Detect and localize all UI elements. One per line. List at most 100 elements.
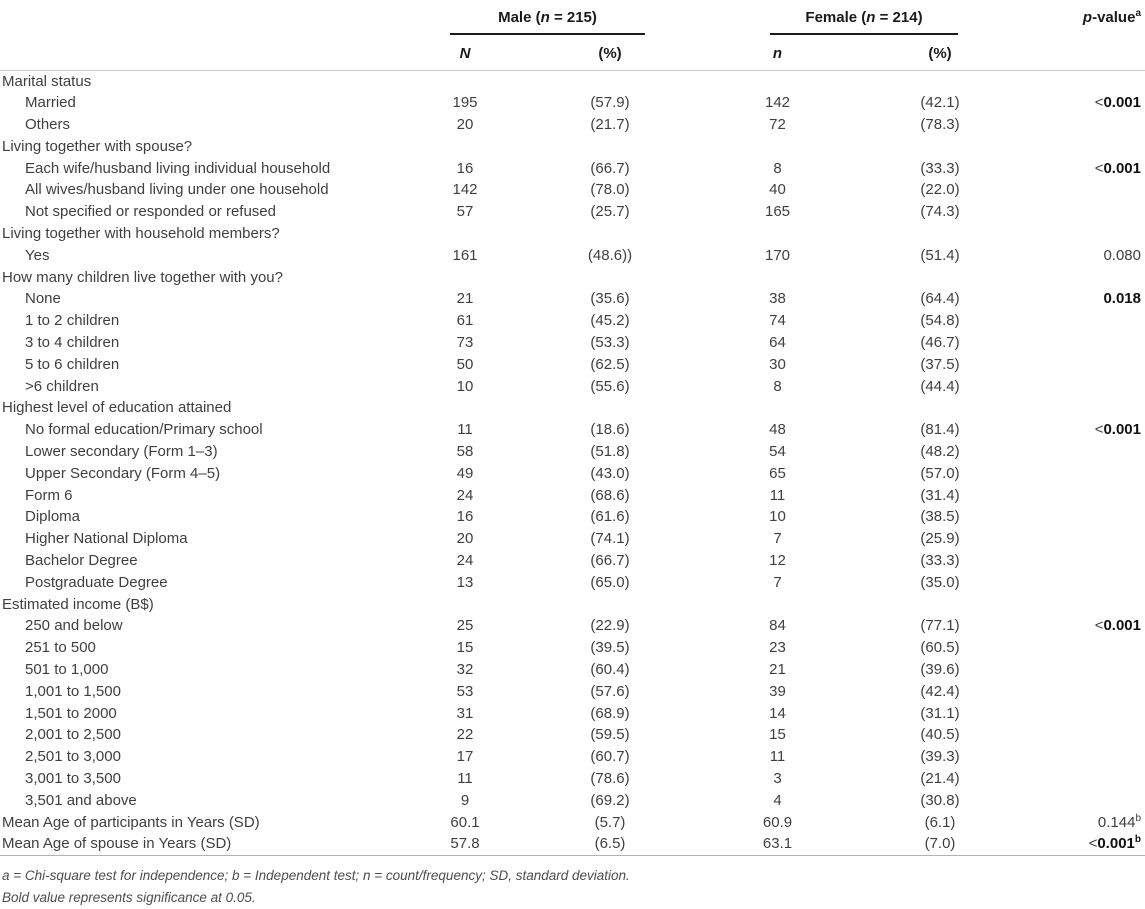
table-row: Diploma 16 (61.6) 10 (38.5) [0, 506, 1145, 528]
female-count-cell: 48 [769, 421, 786, 439]
female-count-cell: 4 [773, 791, 782, 809]
female-percent-cell: (38.5) [920, 508, 960, 526]
female-percent-cell: (46.7) [920, 334, 960, 352]
table-row: 2,501 to 3,000 17 (60.7) 11 (39.3) [0, 746, 1145, 768]
footnote-abbreviations: a = Chi-square test for independence; b … [2, 868, 630, 884]
table-row: None 21 (35.6) 38 (64.4) 0.018 [0, 288, 1145, 310]
p-value-cell: 0.080 [1103, 246, 1141, 264]
male-count-cell: 60.1 [450, 813, 480, 831]
male-count-cell: 20 [456, 530, 474, 548]
row-label: Living together with household members? [2, 225, 280, 243]
female-count-cell: 65 [769, 464, 786, 482]
female-count-cell: 38 [769, 290, 786, 308]
male-percent-cell: (69.2) [590, 791, 630, 809]
female-percent-cell: (42.1) [920, 94, 960, 112]
row-label: Not specified or responded or refused [25, 203, 276, 221]
female-count-cell: 10 [769, 508, 786, 526]
female-percent-cell: (57.0) [920, 464, 960, 482]
female-count-cell: 14 [769, 704, 786, 722]
row-label: Bachelor Degree [25, 552, 138, 570]
male-count-cell [390, 594, 540, 616]
female-count-cell: 74 [769, 312, 786, 330]
male-percent-cell: (18.6) [590, 421, 630, 439]
table-row: 250 and below 25 (22.9) 84 (77.1) <0.001 [0, 615, 1145, 637]
p-value-cell [1005, 550, 1145, 572]
male-count-cell: 53 [456, 682, 474, 700]
male-count-cell: 24 [456, 552, 474, 570]
female-percent-cell: (31.1) [920, 704, 960, 722]
p-value-cell [1005, 703, 1145, 725]
female-percent-cell [875, 136, 1005, 158]
p-value-cell [1005, 397, 1145, 419]
male-percent-cell: (35.6) [590, 290, 630, 308]
male-group-n: n [540, 9, 550, 26]
p-value-cell [1005, 528, 1145, 550]
male-count-header: N [390, 40, 540, 71]
female-count-header: n [680, 40, 875, 71]
female-percent-cell: (74.3) [920, 203, 960, 221]
row-label: 501 to 1,000 [25, 661, 109, 679]
female-percent-cell: (37.5) [920, 355, 960, 373]
male-percent-cell [540, 267, 680, 289]
p-value-cell [1005, 790, 1145, 812]
table-row: 501 to 1,000 32 (60.4) 21 (39.6) [0, 659, 1145, 681]
p-value-cell [1005, 441, 1145, 463]
female-percent-cell: (21.4) [920, 770, 960, 787]
female-count-cell [680, 70, 875, 92]
row-label: All wives/husband living under one house… [25, 181, 329, 199]
female-count-cell: 142 [764, 94, 791, 112]
table-row: Higher National Diploma 20 (74.1) 7 (25.… [0, 528, 1145, 550]
label-column-header [0, 0, 390, 40]
table-row: Form 6 24 (68.6) 11 (31.4) [0, 485, 1145, 507]
row-label: 3,001 to 3,500 [25, 770, 121, 787]
male-percent-cell: (66.7) [590, 159, 630, 177]
p-value-cell: 0.144b [1097, 812, 1141, 831]
male-percent-cell: (39.5) [590, 639, 630, 657]
male-percent-header: (%) [540, 40, 680, 71]
row-label: Estimated income (B$) [2, 595, 154, 613]
female-count-cell [680, 397, 875, 419]
p-value-cell [1005, 114, 1145, 136]
female-count-cell: 11 [769, 748, 786, 766]
table-row: Upper Secondary (Form 4–5) 49 (43.0) 65 … [0, 463, 1145, 485]
row-label: 2,501 to 3,000 [25, 748, 121, 766]
female-count-cell: 8 [773, 159, 782, 177]
p-value-cell [1005, 594, 1145, 616]
female-percent-cell: (77.1) [920, 617, 960, 635]
male-count-cell: 25 [456, 617, 474, 635]
row-label: Mean Age of spouse in Years (SD) [0, 833, 390, 857]
male-count-cell: 13 [456, 573, 474, 591]
table-row: Bachelor Degree 24 (66.7) 12 (33.3) [0, 550, 1145, 572]
male-percent-cell: (43.0) [590, 464, 630, 482]
female-count-cell: 11 [769, 486, 786, 504]
p-value-cell [1005, 310, 1145, 332]
table-row: Married 195 (57.9) 142 (42.1) <0.001 [0, 92, 1145, 114]
male-percent-cell: (55.6) [590, 377, 630, 395]
male-percent-cell: (61.6) [590, 508, 630, 526]
row-label: None [25, 290, 61, 308]
table-row: How many children live together with you… [0, 267, 1145, 289]
female-percent-cell: (54.8) [920, 312, 960, 330]
male-percent-cell: (57.6) [590, 682, 630, 700]
female-percent-cell: (7.0) [875, 833, 1005, 857]
p-value-cell [1005, 485, 1145, 507]
female-percent-cell [875, 70, 1005, 92]
female-percent-cell: (33.3) [920, 159, 960, 177]
female-percent-cell: (51.4) [920, 246, 960, 264]
female-percent-cell: (22.0) [920, 181, 960, 199]
row-label: Diploma [25, 508, 81, 526]
table-row: Living together with household members? [0, 223, 1145, 245]
male-count-cell [390, 267, 540, 289]
female-percent-cell: (48.2) [920, 443, 960, 461]
female-group-header-cell: Female (n = 214) [680, 0, 1005, 40]
p-value-cell: <0.001 [1094, 421, 1141, 439]
male-percent-cell: (68.6) [590, 486, 630, 504]
p-value-header-superscript: a [1135, 8, 1141, 19]
male-percent-cell: (62.5) [590, 355, 630, 373]
table-row: Yes 161 (48.6)) 170 (51.4) 0.080 [0, 245, 1145, 267]
p-value-cell [1005, 637, 1145, 659]
p-value-cell [1005, 136, 1145, 158]
row-label: How many children live together with you… [2, 268, 283, 286]
footnotes: a = Chi-square test for independence; b … [0, 865, 1145, 909]
